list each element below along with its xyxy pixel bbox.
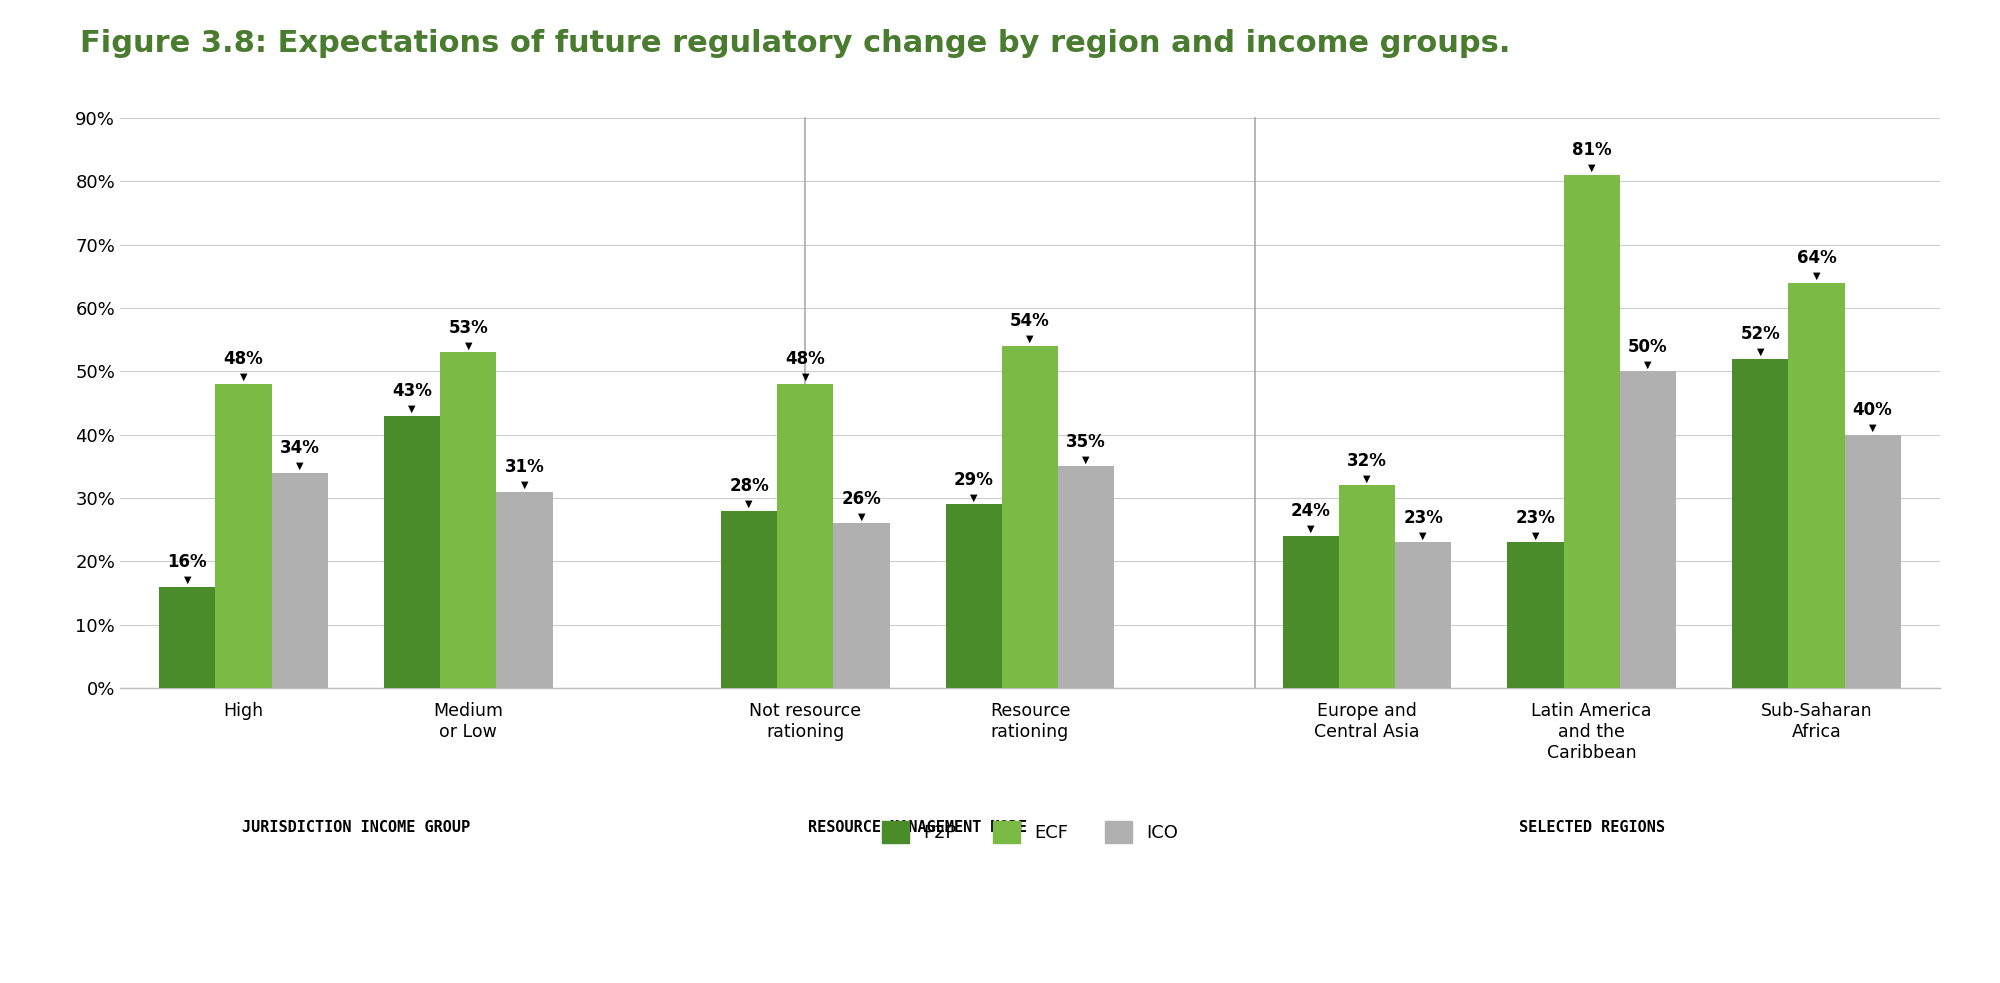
Bar: [1282, 536, 1338, 688]
Bar: [272, 473, 328, 688]
Text: 31%: 31%: [504, 458, 544, 476]
Bar: [1508, 543, 1564, 688]
Text: RESOURCE MANAGEMENT MODE: RESOURCE MANAGEMENT MODE: [808, 820, 1028, 835]
Text: 29%: 29%: [954, 471, 994, 489]
Bar: [946, 504, 1002, 688]
Bar: [496, 492, 552, 688]
Text: ▼: ▼: [464, 340, 472, 351]
Bar: [1058, 466, 1114, 688]
Bar: [1788, 283, 1844, 688]
Legend: P2P, ECF, ICO: P2P, ECF, ICO: [874, 814, 1186, 850]
Text: 53%: 53%: [448, 318, 488, 336]
Text: ▼: ▼: [970, 492, 978, 502]
Text: ▼: ▼: [802, 373, 810, 382]
Text: ▼: ▼: [1364, 474, 1370, 484]
Text: ▼: ▼: [858, 511, 866, 522]
Text: ▼: ▼: [1532, 531, 1540, 541]
Bar: [216, 384, 272, 688]
Text: ▼: ▼: [184, 575, 192, 585]
Text: 81%: 81%: [1572, 142, 1612, 159]
Text: 52%: 52%: [1740, 324, 1780, 343]
Text: 23%: 23%: [1404, 508, 1444, 527]
Text: 34%: 34%: [280, 438, 320, 457]
Bar: [384, 416, 440, 688]
Bar: [722, 511, 778, 688]
Text: ▼: ▼: [296, 461, 304, 471]
Text: ▼: ▼: [1868, 423, 1876, 433]
Bar: [1396, 543, 1452, 688]
Text: 64%: 64%: [1796, 249, 1836, 266]
Text: 24%: 24%: [1290, 502, 1330, 520]
Text: 26%: 26%: [842, 490, 882, 507]
Text: 16%: 16%: [168, 552, 208, 571]
Text: 23%: 23%: [1516, 508, 1556, 527]
Bar: [1620, 372, 1676, 688]
Bar: [1002, 346, 1058, 688]
Text: ▼: ▼: [746, 498, 752, 509]
Text: ▼: ▼: [408, 404, 416, 414]
Text: ▼: ▼: [1644, 360, 1652, 370]
Bar: [160, 587, 216, 688]
Bar: [834, 523, 890, 688]
Text: 35%: 35%: [1066, 433, 1106, 450]
Text: 48%: 48%: [224, 350, 264, 369]
Bar: [778, 384, 834, 688]
Text: 28%: 28%: [730, 477, 770, 494]
Bar: [440, 352, 496, 688]
Text: 54%: 54%: [1010, 313, 1050, 330]
Text: ▼: ▼: [1026, 334, 1034, 344]
Bar: [1564, 175, 1620, 688]
Text: ▼: ▼: [240, 373, 248, 382]
Text: 40%: 40%: [1852, 401, 1892, 419]
Text: 43%: 43%: [392, 381, 432, 400]
Text: ▼: ▼: [1082, 454, 1090, 465]
Text: ▼: ▼: [1308, 524, 1314, 534]
Bar: [1338, 486, 1396, 688]
Bar: [1844, 434, 1900, 688]
Text: ▼: ▼: [1812, 270, 1820, 281]
Text: ▼: ▼: [1420, 531, 1426, 541]
Text: 50%: 50%: [1628, 337, 1668, 356]
Text: 32%: 32%: [1348, 451, 1386, 470]
Text: SELECTED REGIONS: SELECTED REGIONS: [1518, 820, 1664, 835]
Text: Figure 3.8: Expectations of future regulatory change by region and income groups: Figure 3.8: Expectations of future regul…: [80, 29, 1510, 59]
Bar: [1732, 359, 1788, 688]
Text: ▼: ▼: [1756, 347, 1764, 357]
Text: JURISDICTION INCOME GROUP: JURISDICTION INCOME GROUP: [242, 820, 470, 835]
Text: ▼: ▼: [520, 480, 528, 490]
Text: 48%: 48%: [786, 350, 826, 369]
Text: ▼: ▼: [1588, 163, 1596, 173]
